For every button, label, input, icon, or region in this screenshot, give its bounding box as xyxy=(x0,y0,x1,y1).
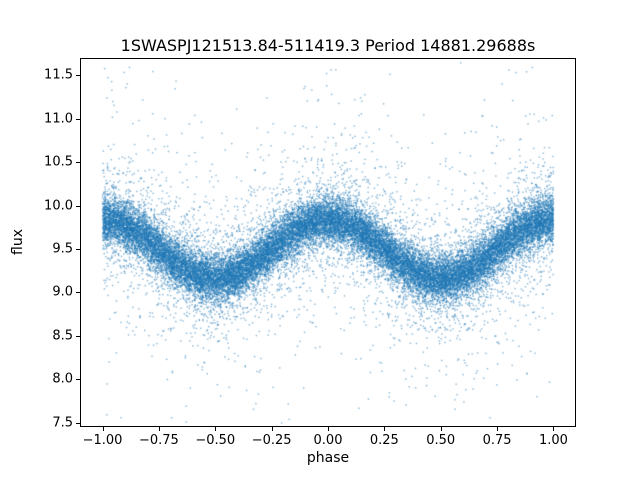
y-tick-label: 11.5 xyxy=(44,67,73,83)
y-tick-label: 8.0 xyxy=(52,371,73,387)
y-tick-label: 10.5 xyxy=(44,154,73,170)
x-tick-label: −0.25 xyxy=(251,433,292,448)
chart-title: 1SWASPJ121513.84-511419.3 Period 14881.2… xyxy=(120,36,536,55)
y-tick-mark xyxy=(76,75,80,77)
x-tick-mark xyxy=(384,427,386,431)
x-tick-mark xyxy=(158,427,160,431)
y-tick-label: 11.0 xyxy=(44,111,73,127)
x-tick-label: 0.75 xyxy=(482,433,512,448)
x-tick-mark xyxy=(497,427,499,431)
y-tick-mark xyxy=(76,422,80,424)
y-tick-label: 7.5 xyxy=(52,415,73,431)
y-tick-mark xyxy=(76,292,80,294)
y-tick-mark xyxy=(76,162,80,164)
y-axis-label: flux xyxy=(10,229,26,255)
y-tick-mark xyxy=(76,205,80,207)
x-tick-label: 0.00 xyxy=(313,433,343,448)
y-tick-label: 8.5 xyxy=(52,328,73,344)
x-tick-label: 0.50 xyxy=(426,433,456,448)
x-axis-label: phase xyxy=(306,450,350,466)
x-tick-label: −1.00 xyxy=(82,433,123,448)
axes-frame xyxy=(80,58,576,427)
x-tick-mark xyxy=(328,427,329,431)
y-tick-mark xyxy=(76,118,80,120)
scatter-plot-canvas xyxy=(80,58,576,427)
y-tick-mark xyxy=(76,249,80,250)
x-tick-mark xyxy=(553,427,555,431)
y-tick-label: 9.5 xyxy=(52,241,73,257)
x-tick-label: −0.50 xyxy=(195,433,236,448)
y-tick-mark xyxy=(76,335,80,337)
y-tick-label: 10.0 xyxy=(44,198,73,214)
x-tick-mark xyxy=(271,427,273,431)
x-tick-label: −0.75 xyxy=(138,433,179,448)
x-tick-mark xyxy=(440,427,442,431)
x-tick-mark xyxy=(215,427,217,431)
x-tick-label: 0.25 xyxy=(369,433,399,448)
y-tick-mark xyxy=(76,379,80,381)
x-tick-mark xyxy=(102,427,104,431)
x-tick-label: 1.00 xyxy=(538,433,568,448)
y-tick-label: 9.0 xyxy=(52,284,73,300)
